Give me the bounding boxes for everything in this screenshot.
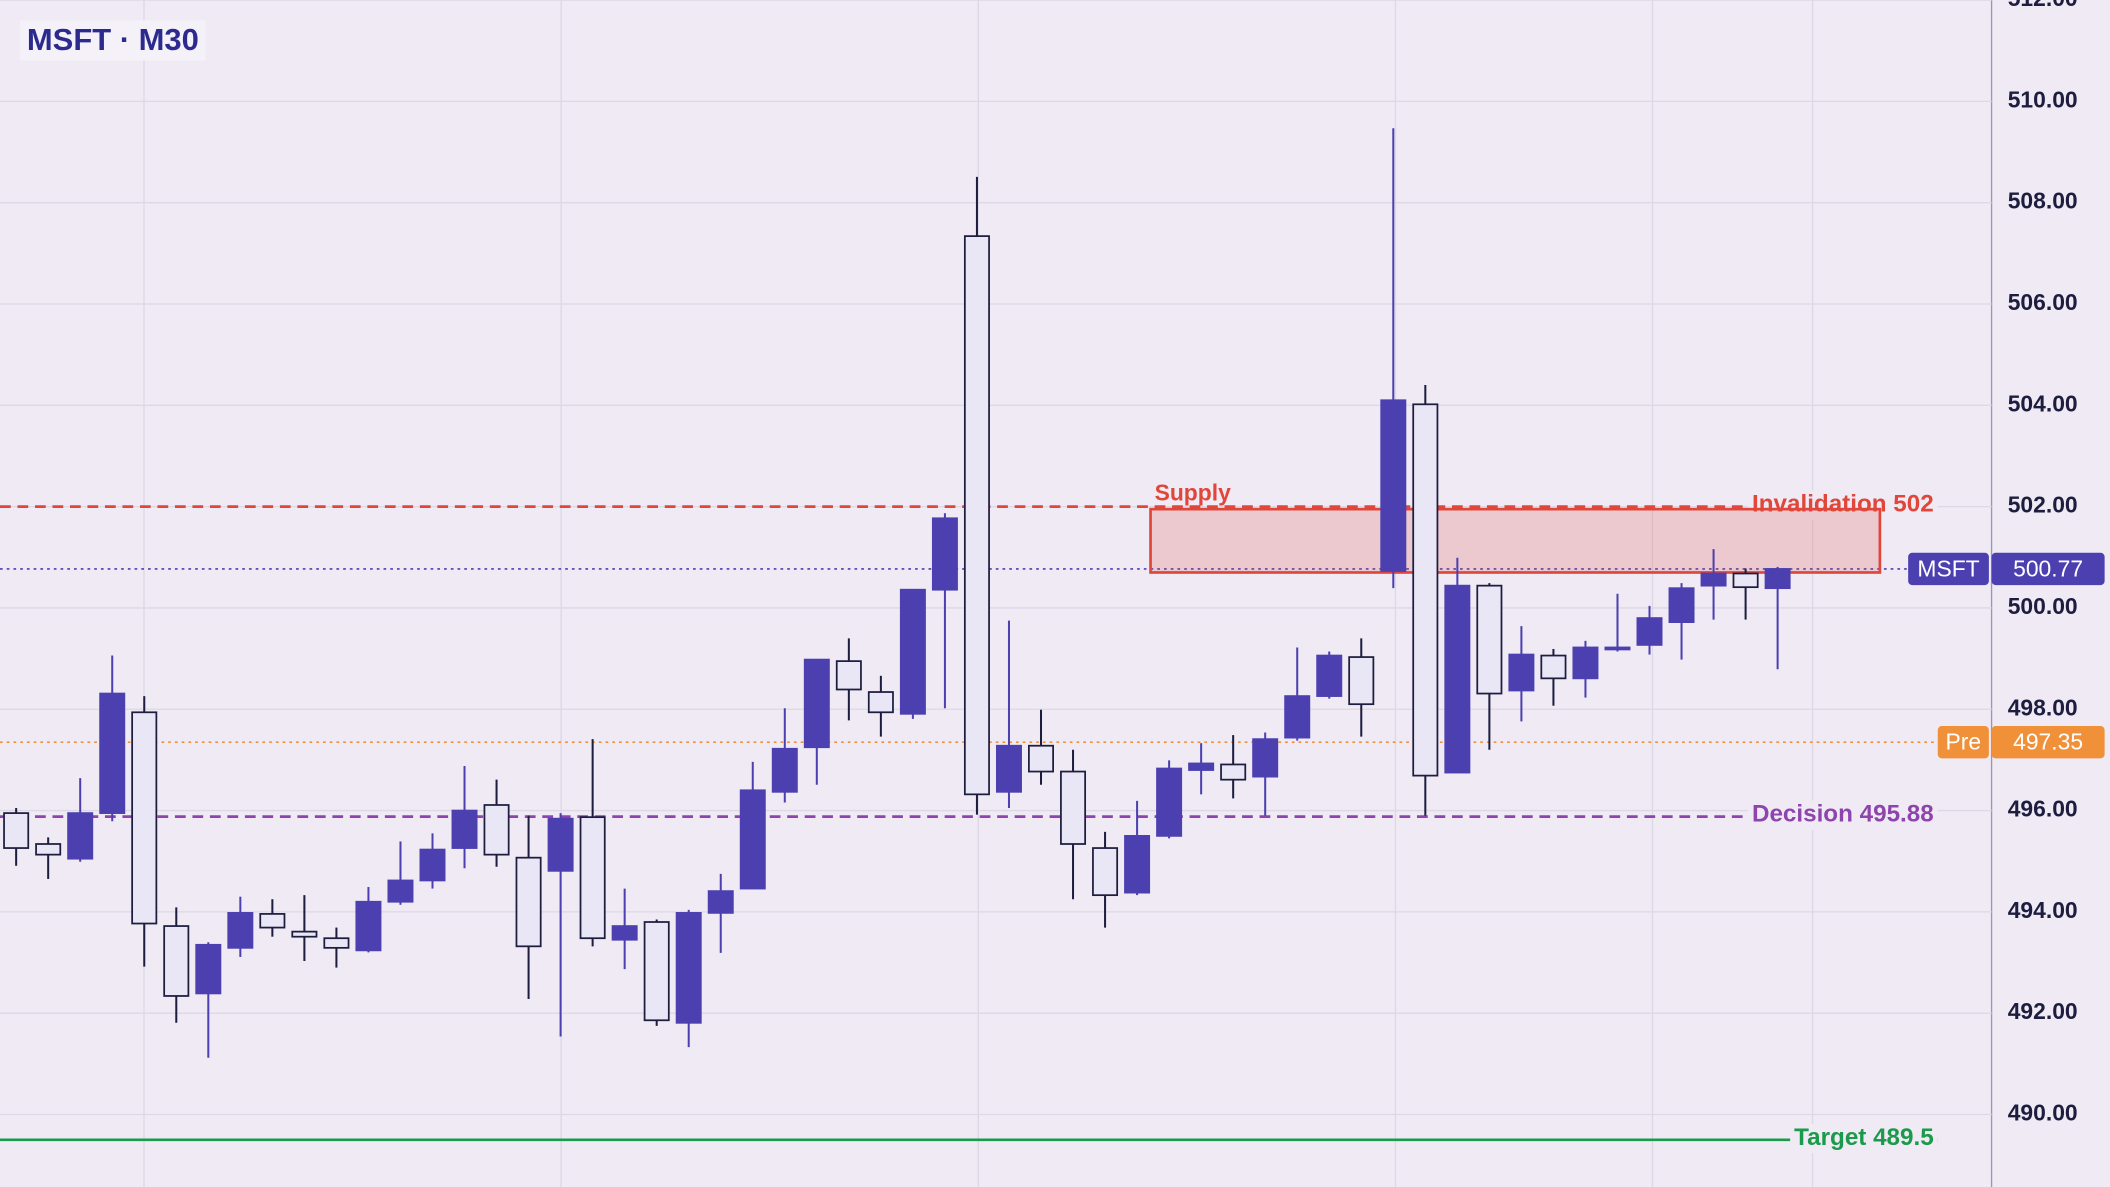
candle-body — [1412, 403, 1439, 777]
candle-body — [1092, 847, 1119, 897]
candle-body — [547, 817, 574, 872]
last-price-tag-value: 500.77 — [2013, 555, 2083, 581]
candle-body — [163, 925, 190, 997]
supply-zone — [1149, 507, 1882, 574]
candle-body — [1188, 762, 1215, 771]
candle-body — [1156, 767, 1183, 837]
pre-market-tag-name: Pre — [1946, 729, 1982, 755]
y-tick-label: 496.00 — [2008, 796, 2078, 822]
candle-body — [1220, 763, 1247, 781]
candle-body — [99, 692, 126, 814]
candle-body — [931, 517, 958, 591]
candle-body — [771, 747, 798, 793]
candle-body — [131, 711, 158, 925]
candle-body — [579, 816, 606, 940]
candle-body — [1732, 572, 1759, 589]
candle-body — [1508, 653, 1535, 692]
y-tick-label: 504.00 — [2008, 390, 2078, 416]
candle-body — [1316, 654, 1343, 697]
y-tick-label: 510.00 — [2008, 86, 2078, 112]
level-label-bg — [1747, 490, 1938, 521]
candle-body — [803, 658, 830, 749]
candle-body — [963, 235, 990, 796]
y-tick-label: 494.00 — [2008, 897, 2078, 923]
candle-body — [643, 921, 670, 1022]
candle-body — [675, 912, 702, 1024]
y-tick-label: 492.00 — [2008, 998, 2078, 1024]
candle-body — [451, 809, 478, 849]
pre-market-tag-name-bg — [1937, 726, 1989, 759]
candle-body — [227, 912, 254, 949]
candle-body — [195, 943, 222, 995]
candle-body — [1604, 646, 1631, 651]
candle-body — [899, 588, 926, 715]
candle-body — [1700, 572, 1727, 587]
candle-body — [1764, 568, 1791, 590]
y-tick-label: 502.00 — [2008, 492, 2078, 518]
last-price-tag-value-bg — [1991, 552, 2105, 586]
candle-body — [1124, 835, 1151, 894]
candle-body — [515, 856, 542, 948]
candle-body — [1028, 744, 1054, 773]
last-price-tag-name-bg — [1908, 552, 1989, 586]
candle-body — [707, 890, 734, 914]
level-label: Decision 495.88 — [1752, 801, 1934, 828]
y-tick-label: 506.00 — [2008, 289, 2078, 315]
candle-body — [323, 937, 350, 949]
candle-body — [355, 900, 382, 952]
candle-body — [739, 789, 766, 890]
level-label-bg — [1790, 1123, 1938, 1154]
candle-body — [67, 812, 94, 860]
title-bg — [20, 20, 206, 61]
candle-body — [1060, 770, 1087, 845]
candle-body — [291, 930, 318, 938]
candle-body — [1348, 656, 1375, 706]
y-tick-label: 508.00 — [2008, 188, 2078, 214]
pre-market-tag-value-bg — [1991, 726, 2105, 759]
candle-body — [419, 848, 446, 882]
candle-body — [483, 804, 510, 856]
candle-body — [387, 879, 414, 903]
level-label: Invalidation 502 — [1752, 491, 1934, 518]
y-tick-label: 490.00 — [2008, 1100, 2078, 1126]
y-tick-label: 512.00 — [2008, 0, 2078, 11]
pre-market-tag-value: 497.35 — [2013, 729, 2083, 755]
candle-body — [35, 843, 62, 856]
candle-body — [3, 812, 30, 849]
last-price-tag-name: MSFT — [1917, 555, 1979, 581]
level-label-bg — [1747, 800, 1938, 831]
candle-body — [1444, 584, 1471, 774]
candle-body — [1252, 738, 1279, 778]
candle-body — [995, 744, 1022, 793]
candle-body — [611, 925, 638, 941]
candle-body — [1668, 587, 1695, 623]
candle-body — [1380, 399, 1407, 572]
candle-body — [867, 691, 894, 714]
candle-body — [259, 913, 286, 929]
zone-label: Supply — [1155, 479, 1231, 505]
candle-body — [1636, 617, 1663, 646]
level-label: Target 489.5 — [1794, 1124, 1934, 1151]
candle-body — [1476, 584, 1503, 695]
y-tick-label: 498.00 — [2008, 694, 2078, 720]
candle-body — [1572, 646, 1599, 680]
candle-body — [1540, 654, 1567, 680]
y-tick-label: 500.00 — [2008, 593, 2078, 619]
candle-body — [1284, 695, 1311, 739]
candle-body — [835, 660, 862, 691]
chart-title: MSFT · M30 — [27, 22, 199, 57]
